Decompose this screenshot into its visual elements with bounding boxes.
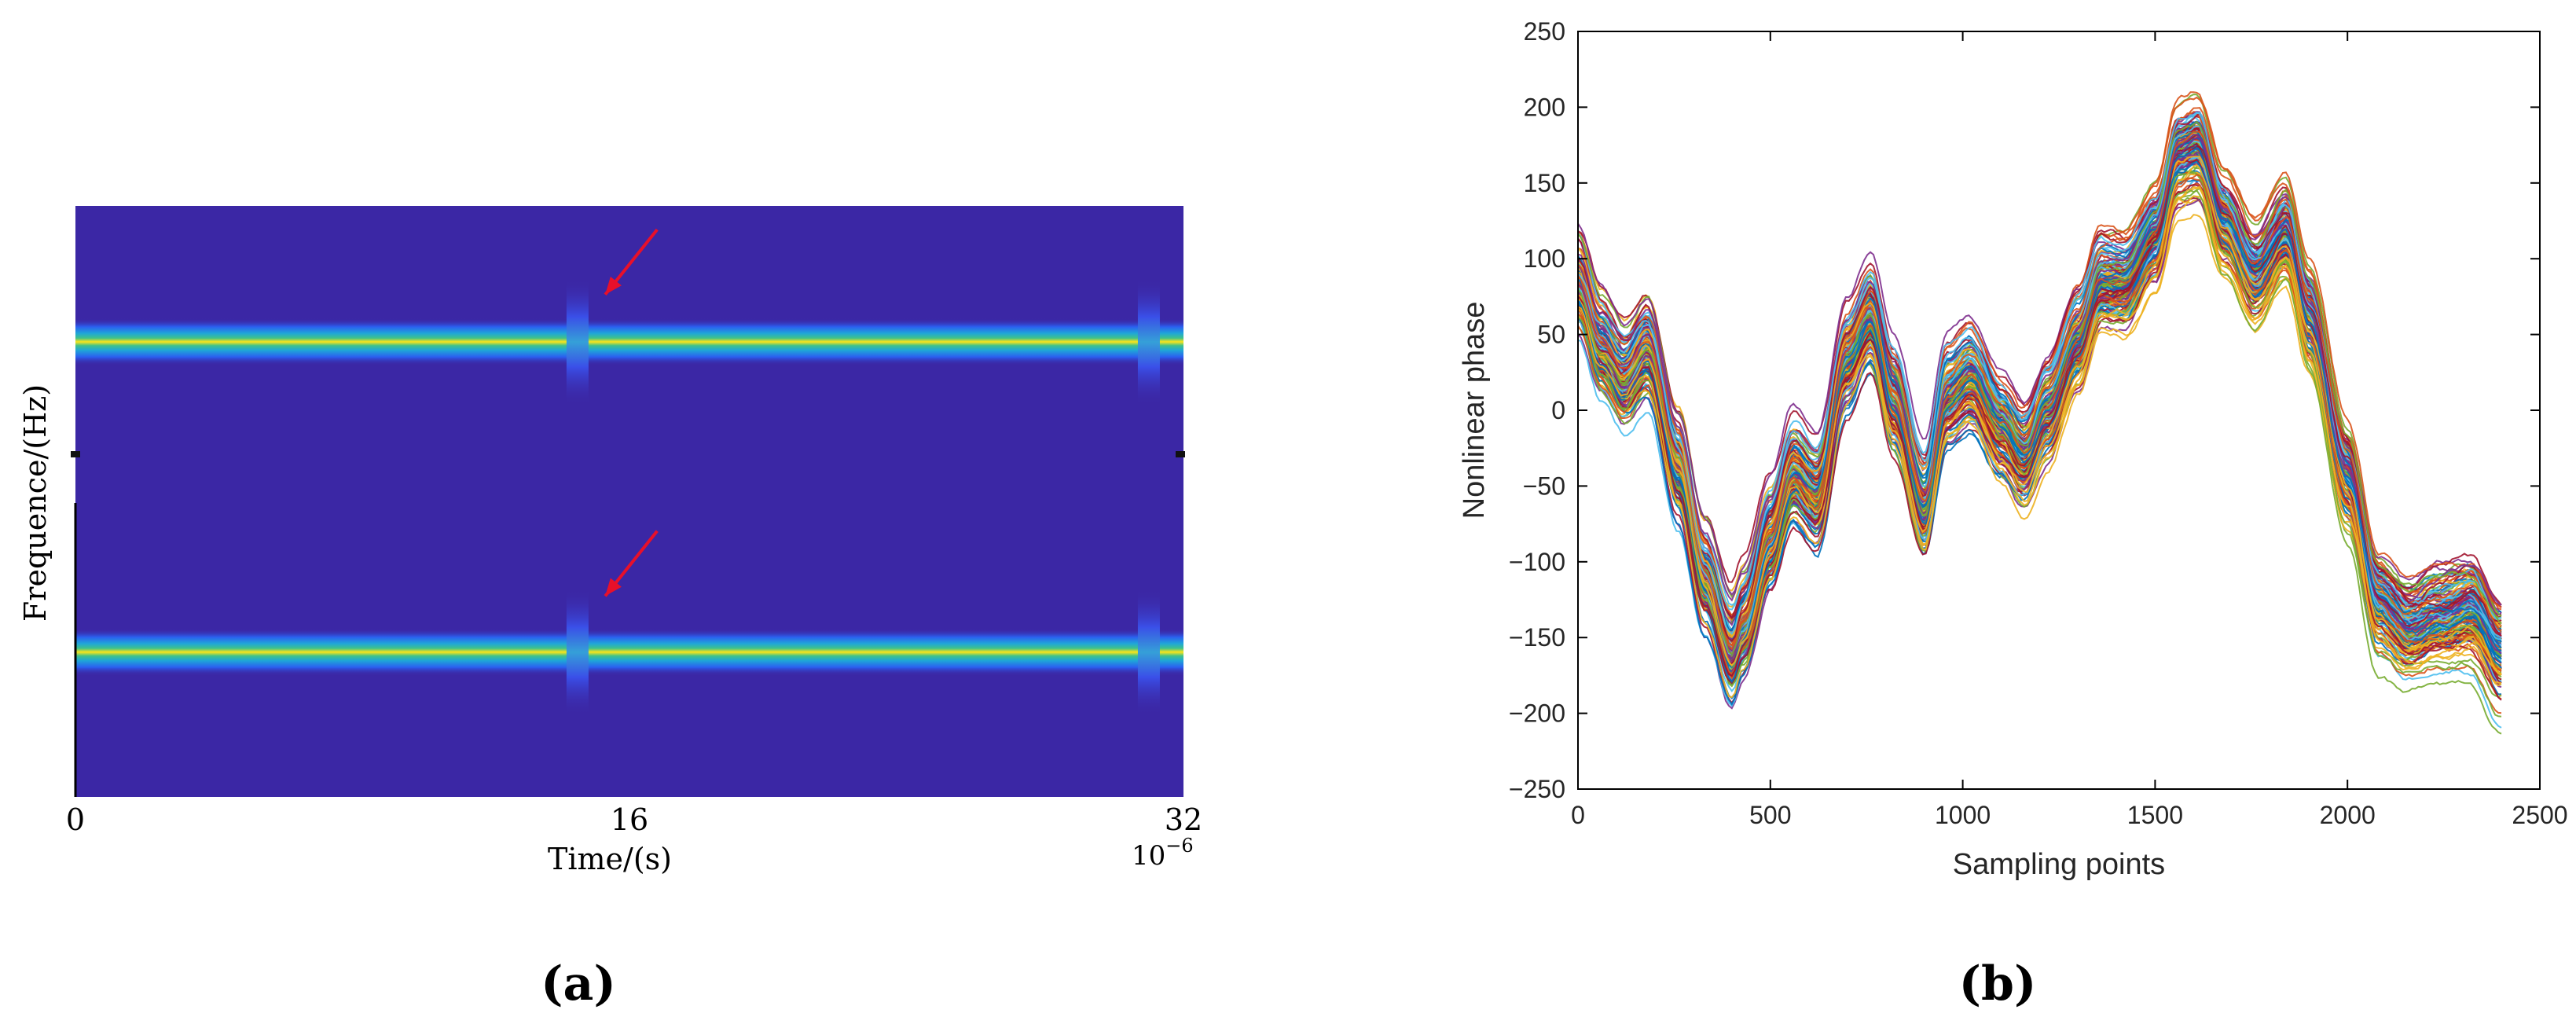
red-arrow-2 — [604, 530, 659, 597]
frequency-band-1 — [75, 318, 1183, 365]
phase-y-tick-label: 150 — [1524, 169, 1565, 197]
phase-x-tick-label: 1500 — [2127, 801, 2183, 829]
band-1-interruption-2 — [1137, 278, 1160, 405]
frequency-band-2 — [75, 628, 1183, 676]
phase-y-tick-label: −200 — [1509, 699, 1565, 728]
phase-y-tick-label: 50 — [1537, 321, 1565, 349]
phase-y-tick-label: −50 — [1523, 472, 1565, 500]
phase-series-line — [1578, 112, 2502, 642]
spectrogram-x-label: Time/(s) — [548, 842, 672, 876]
phase-y-tick-label: −150 — [1509, 623, 1565, 652]
phase-x-tick-label: 2500 — [2512, 801, 2567, 829]
phase-y-tick-label: 100 — [1524, 244, 1565, 273]
spectrogram-x-tick-label: 32 — [1165, 802, 1202, 837]
band-2-interruption-1 — [566, 589, 589, 715]
phase-y-tick-label: 0 — [1551, 396, 1565, 424]
panel-b-label: (b) — [1959, 956, 2037, 1011]
phase-y-tick-label: −100 — [1509, 548, 1565, 576]
phase-series-group — [1578, 91, 2502, 735]
phase-series-line — [1578, 111, 2502, 639]
phase-series-line — [1578, 130, 2502, 651]
phase-y-label: Nonlinear phase — [1458, 302, 1491, 520]
phase-series-line — [1578, 146, 2502, 668]
phase-series-line — [1578, 185, 2502, 685]
phase-x-tick-label: 500 — [1749, 801, 1791, 829]
phase-y-ticks: 250 200 150 100 50 0 −50 −100 −150 −200 −250 — [1509, 17, 2540, 803]
phase-series-line — [1578, 111, 2502, 635]
phase-series-line — [1578, 112, 2502, 620]
spectrogram-x-tick-label: 0 — [66, 802, 85, 837]
band-2-interruption-2 — [1137, 589, 1160, 715]
phase-panel: 0 500 1000 1500 2000 2500 250200150100500−50−… — [1458, 17, 2568, 1011]
axis-break-mark-right — [1176, 451, 1185, 457]
phase-x-label: Sampling points — [1953, 848, 2165, 881]
spectrogram-x-exponent: 10−6 — [1132, 835, 1194, 872]
spectrogram-y-label: Frequence/(Hz) — [18, 384, 53, 622]
phase-x-ticks: 0 500 1000 1500 2000 2500 — [1571, 31, 2568, 829]
phase-series-line — [1578, 120, 2502, 655]
phase-series-line — [1578, 96, 2502, 647]
spectrogram-arrows — [604, 228, 659, 597]
spectrogram-x-tick-label: 16 — [611, 802, 648, 837]
spectrogram-background — [75, 206, 1183, 797]
phase-series-line — [1578, 145, 2502, 677]
phase-y-tick-label: −250 — [1509, 775, 1565, 803]
phase-x-tick-label: 0 — [1571, 801, 1585, 829]
spectrogram-bands — [75, 278, 1183, 715]
spectrogram-panel: 0 16 32 10−6 Time/(s) Frequence/(Hz) (a) — [18, 206, 1202, 1011]
phase-series-line — [1578, 154, 2502, 673]
panel-a-label: (a) — [541, 956, 616, 1011]
phase-series-line — [1578, 163, 2502, 699]
phase-y-tick-label: 200 — [1524, 93, 1565, 121]
phase-y-tick-label: 250 — [1524, 17, 1565, 46]
spectrogram-x-ticks: 0 16 32 — [66, 802, 1202, 837]
phase-x-tick-label: 1000 — [1935, 801, 1991, 829]
axis-break-mark-left — [71, 451, 80, 457]
phase-series-line — [1578, 137, 2502, 642]
phase-x-tick-label: 2000 — [2320, 801, 2376, 829]
red-arrow-1 — [604, 228, 659, 296]
band-1-interruption-1 — [566, 278, 589, 405]
